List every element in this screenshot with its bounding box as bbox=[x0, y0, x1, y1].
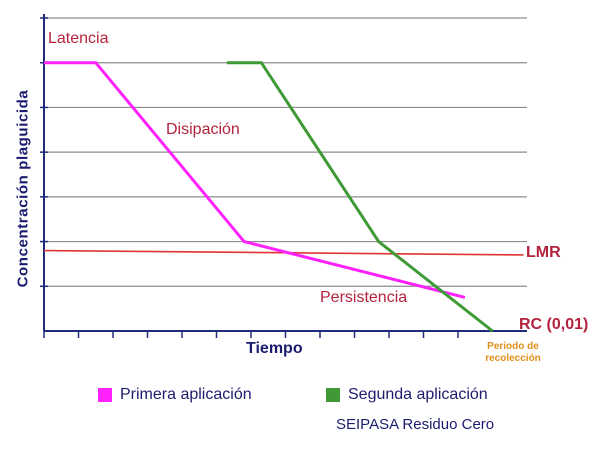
x-axis-label: Tiempo bbox=[246, 340, 303, 357]
series-line-segunda bbox=[226, 61, 494, 333]
series-line-primera bbox=[44, 61, 466, 299]
legend-item-segunda: Segunda aplicación bbox=[326, 386, 488, 404]
legend-item-primera: Primera aplicación bbox=[98, 386, 252, 404]
lmr-label: LMR bbox=[526, 244, 561, 261]
legend-swatch-segunda bbox=[326, 388, 340, 402]
annotation-latencia: Latencia bbox=[48, 30, 109, 47]
legend-label-segunda: Segunda aplicación bbox=[348, 386, 488, 403]
y-axis-label: Concentración plaguicida bbox=[14, 89, 32, 288]
rc-label: RC (0,01) bbox=[519, 316, 589, 333]
legend-label-primera: Primera aplicación bbox=[120, 386, 252, 403]
annotation-disipacion: Disipación bbox=[166, 121, 240, 138]
harvest-period-label: Periodo de recolección bbox=[485, 341, 541, 364]
footer-brand: SEIPASA Residuo Cero bbox=[336, 416, 495, 433]
annotation-persistencia: Persistencia bbox=[320, 289, 408, 306]
legend-swatch-primera bbox=[98, 388, 112, 402]
